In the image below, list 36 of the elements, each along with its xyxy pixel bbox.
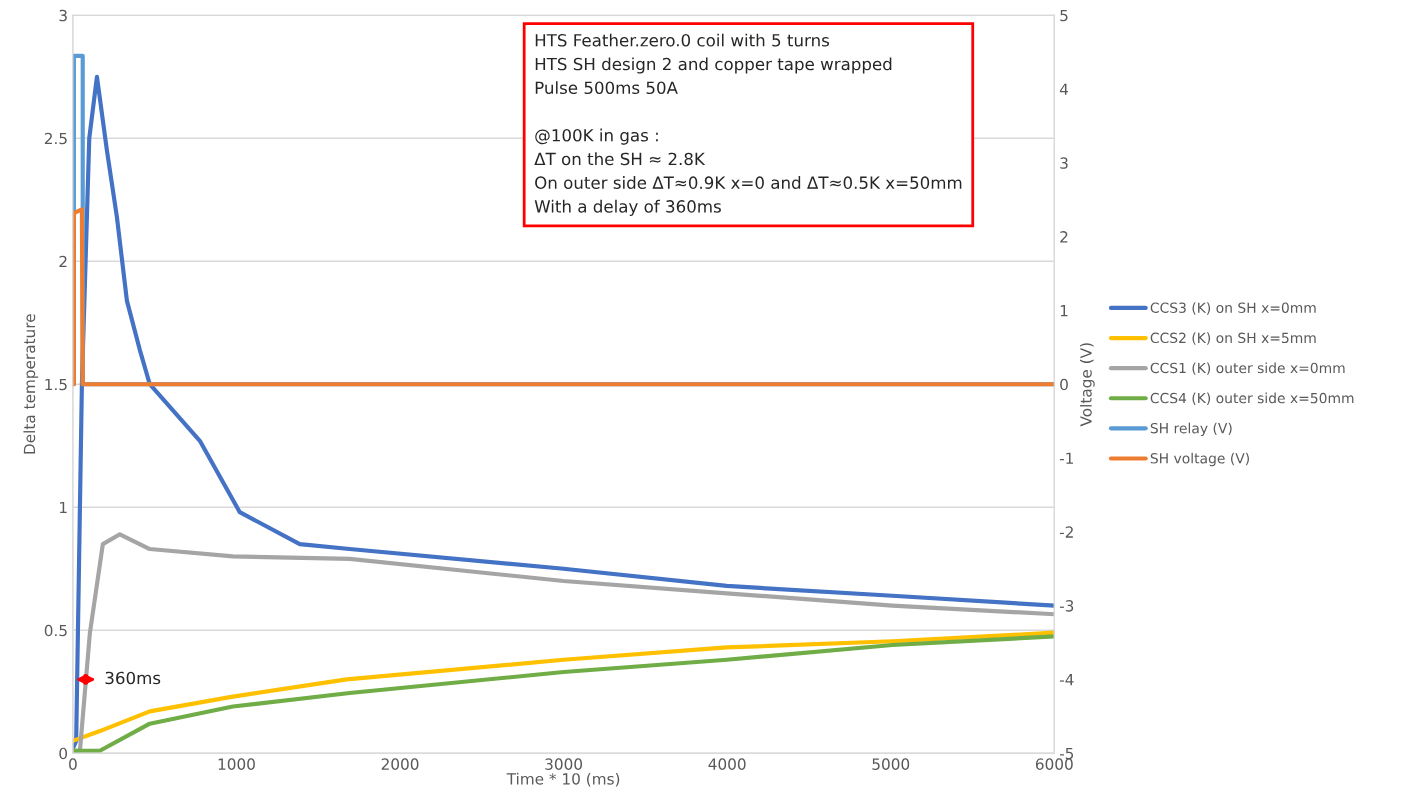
y2-tick-label: -4 (1059, 674, 1074, 686)
y2-tick-label: 5 (1060, 9, 1068, 22)
legend-label: SH relay (V) (1150, 422, 1232, 437)
y2-tick-label: 1 (1060, 305, 1068, 317)
y-tick-label: 0.5 (44, 624, 67, 637)
y-tick-label: 1.5 (45, 378, 67, 391)
y-tick-label: 3 (59, 9, 67, 22)
x-tick-label: 0 (69, 758, 77, 770)
annotation: 360ms (105, 671, 161, 685)
y-tick-label: 2 (59, 255, 67, 268)
y-axis-title: Delta temperature (23, 314, 39, 454)
y2-tick-label: 3 (1060, 157, 1068, 169)
x-tick-label: 6000 (1035, 758, 1073, 770)
y2-tick-label: -3 (1059, 600, 1074, 612)
x-tick-label: 2000 (381, 758, 419, 770)
text: HTS Feather.zero.0 coil with 5 turns HTS SH design 2 and copper tape wrapped Pulse 500ms 50A @100K in gas : ΔT on the SH ≈ 2.8K On outer side ΔT≈0.9K x=0 and ΔT≈0.5K x=50mm With a delay of 360ms (534, 33, 962, 216)
y2-tick-label: -1 (1059, 452, 1073, 464)
y-tick-label: 2.5 (44, 132, 67, 145)
x-tick-label: 5000 (872, 758, 910, 770)
y-tick-label: 1 (60, 501, 67, 514)
x-axis-title: Time * 10 (ms) (506, 772, 620, 787)
y2-axis-title: Voltage (V) (1079, 343, 1095, 427)
y-tick-label: 0 (59, 747, 68, 760)
y2-tick-label: 2 (1060, 231, 1068, 243)
x-tick-label: 3000 (545, 758, 583, 770)
x-tick-label: 4000 (708, 758, 746, 770)
legend-label: CCS3 (K) on SH x=0mm (1150, 302, 1316, 315)
y2-tick-label: -2 (1059, 526, 1073, 538)
legend-label: CCS2 (K) on SH x=5mm (1150, 332, 1316, 345)
x-tick-label: 1000 (218, 758, 255, 770)
y2-tick-label: 4 (1059, 83, 1069, 95)
y2-tick-label: -5 (1059, 747, 1074, 760)
legend-label: SH voltage (V) (1150, 452, 1249, 467)
legend-label: CCS4 (K) outer side x=50mm (1150, 392, 1354, 405)
legend-label: CCS1 (K) outer side x=0mm (1150, 362, 1345, 375)
y2-tick-label: 0 (1060, 378, 1068, 391)
